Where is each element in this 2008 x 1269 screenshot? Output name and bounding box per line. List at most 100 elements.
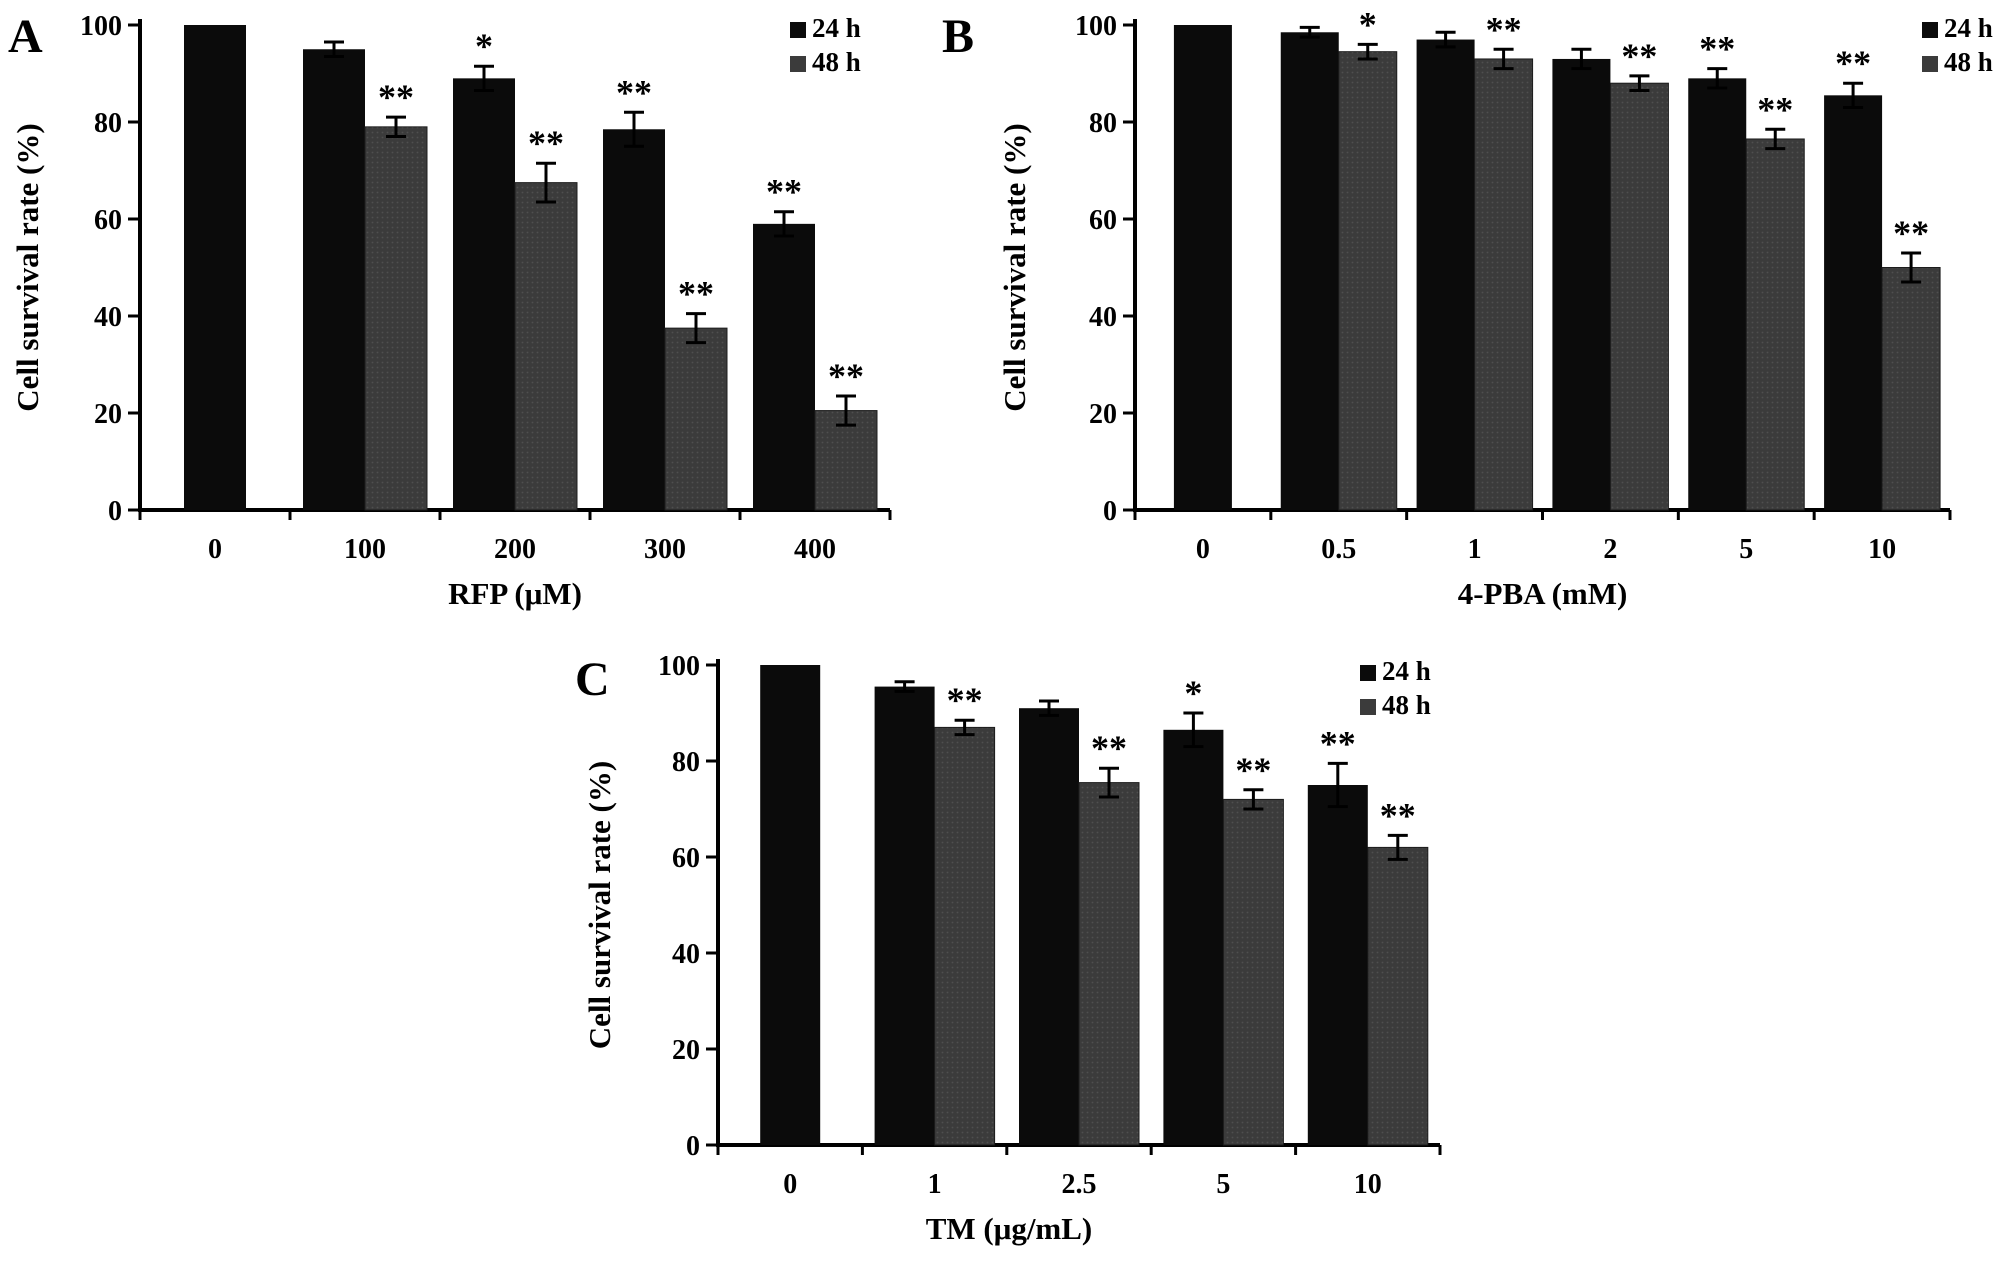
bar-24h-0 xyxy=(184,25,246,510)
x-tick-label: 10 xyxy=(1354,1169,1382,1200)
bar-24h-100 xyxy=(303,49,365,510)
bar-48h-5 xyxy=(1222,798,1284,1146)
y-tick-label: 80 xyxy=(94,108,122,139)
legend-label: 24 h xyxy=(1382,656,1431,686)
y-tick-label: 20 xyxy=(1089,399,1117,430)
bar-24h-10 xyxy=(1824,95,1883,510)
y-tick-label: 40 xyxy=(94,302,122,333)
chart-panel-c: C 0 20 40 60 80 100 0 1 2.5 5 10 ** ** * ** ** ** TM (μg/m… xyxy=(430,635,1570,1269)
y-tick-label: 0 xyxy=(686,1131,700,1162)
bar-24h-2 xyxy=(1552,58,1611,510)
bar-24h-0 xyxy=(760,665,821,1145)
bar-24h-0.5 xyxy=(1280,32,1339,511)
legend-label: 48 h xyxy=(812,47,861,77)
x-tick-label: 300 xyxy=(644,534,686,565)
y-tick-label: 100 xyxy=(1075,11,1117,42)
significance-marker: ** xyxy=(1380,795,1416,835)
y-tick-label: 100 xyxy=(80,11,122,42)
x-tick-label: 1 xyxy=(1468,534,1482,565)
x-tick-label: 5 xyxy=(1216,1169,1230,1200)
x-axis-title: 4-PBA (mM) xyxy=(1458,576,1628,611)
significance-marker: * xyxy=(475,26,493,66)
x-tick-label: 100 xyxy=(344,534,386,565)
legend-swatch-48h xyxy=(1922,56,1938,72)
y-tick-label: 20 xyxy=(94,399,122,430)
bar-24h-200 xyxy=(453,78,515,510)
x-tick-label: 0 xyxy=(208,534,222,565)
significance-marker: ** xyxy=(528,123,564,163)
y-tick-label: 0 xyxy=(1103,496,1117,527)
significance-marker: ** xyxy=(1835,43,1871,83)
legend-label: 48 h xyxy=(1382,690,1431,720)
significance-marker: ** xyxy=(828,356,864,396)
y-tick-label: 80 xyxy=(1089,108,1117,139)
significance-marker: ** xyxy=(1621,36,1657,76)
y-tick-label: 60 xyxy=(1089,205,1117,236)
y-tick-label: 80 xyxy=(672,747,700,778)
legend-swatch-48h xyxy=(1360,699,1376,715)
bar-48h-10 xyxy=(1881,267,1941,511)
bar-48h-0.5 xyxy=(1338,51,1398,511)
x-axis-title: RFP (μM) xyxy=(448,576,582,611)
chart-panel-a: A 0 20 40 60 80 100 0 100 200 300 400 ** * ** ** ** ** ** R… xyxy=(0,0,930,634)
significance-marker: * xyxy=(1359,4,1377,44)
panel-label-a: A xyxy=(8,10,43,63)
significance-marker: ** xyxy=(678,274,714,314)
y-tick-label: 20 xyxy=(672,1035,700,1066)
significance-marker: ** xyxy=(1320,723,1356,763)
panel-label-b: B xyxy=(942,10,974,63)
significance-marker: ** xyxy=(1235,750,1271,790)
panel-label-c: C xyxy=(575,653,610,706)
bar-48h-1 xyxy=(934,726,996,1146)
x-tick-label: 400 xyxy=(794,534,836,565)
significance-marker: ** xyxy=(1893,213,1929,253)
significance-marker: ** xyxy=(1757,89,1793,129)
y-tick-label: 40 xyxy=(1089,302,1117,333)
bar-24h-2.5 xyxy=(1019,708,1079,1145)
significance-marker: * xyxy=(1184,673,1202,713)
legend-swatch-48h xyxy=(790,56,806,72)
legend-label: 48 h xyxy=(1944,47,1993,77)
y-tick-label: 60 xyxy=(672,843,700,874)
y-axis-title: Cell survival rate (%) xyxy=(10,123,45,411)
bar-24h-0 xyxy=(1173,25,1232,510)
bar-48h-1 xyxy=(1474,58,1534,511)
significance-marker: ** xyxy=(766,172,802,212)
y-tick-label: 100 xyxy=(658,651,700,682)
significance-marker: ** xyxy=(1699,29,1735,69)
x-axis-title: TM (μg/mL) xyxy=(926,1211,1093,1246)
bar-48h-10 xyxy=(1367,846,1429,1146)
bar-24h-1 xyxy=(1416,39,1475,511)
significance-marker: ** xyxy=(1091,728,1127,768)
significance-marker: ** xyxy=(947,680,983,720)
bar-24h-300 xyxy=(603,129,665,510)
significance-marker: ** xyxy=(378,77,414,117)
x-tick-label: 200 xyxy=(494,534,536,565)
bar-48h-2 xyxy=(1609,82,1669,511)
x-tick-label: 2 xyxy=(1603,534,1617,565)
x-tick-label: 0 xyxy=(783,1169,797,1200)
y-tick-label: 0 xyxy=(108,496,122,527)
x-tick-label: 2.5 xyxy=(1062,1169,1097,1200)
bar-48h-100 xyxy=(364,126,428,511)
legend-swatch-24h xyxy=(1360,665,1376,681)
y-axis-title: Cell survival rate (%) xyxy=(582,761,617,1049)
bar-24h-5 xyxy=(1163,729,1224,1145)
x-tick-label: 10 xyxy=(1868,534,1896,565)
bar-24h-1 xyxy=(874,686,935,1145)
significance-marker: ** xyxy=(616,72,652,112)
legend-label: 24 h xyxy=(1944,13,1993,43)
x-tick-label: 1 xyxy=(928,1169,942,1200)
chart-panel-b: B 0 20 40 60 80 100 0 0.5 1 2 5 10 * ** ** ** ** ** ** 4-PBA… xyxy=(930,0,2008,634)
bar-24h-10 xyxy=(1307,785,1368,1145)
bar-48h-5 xyxy=(1745,138,1805,511)
bar-24h-400 xyxy=(753,223,815,510)
bar-48h-300 xyxy=(664,327,728,511)
y-tick-label: 40 xyxy=(672,939,700,970)
x-tick-label: 0 xyxy=(1196,534,1210,565)
y-tick-label: 60 xyxy=(94,205,122,236)
